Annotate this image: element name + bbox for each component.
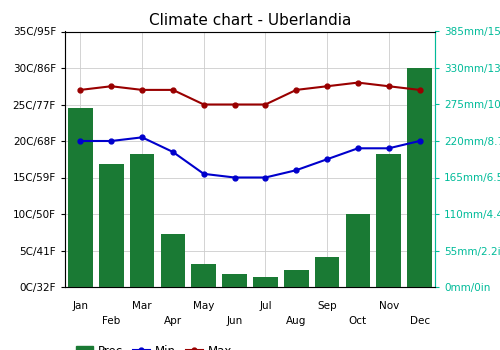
Bar: [68, 108, 93, 287]
Text: Nov: Nov: [378, 301, 399, 311]
Text: May: May: [193, 301, 214, 311]
Bar: [99, 164, 124, 287]
Title: Climate chart - Uberlandia: Climate chart - Uberlandia: [149, 13, 351, 28]
Bar: [284, 271, 308, 287]
Bar: [160, 234, 186, 287]
Bar: [130, 154, 154, 287]
Text: Jan: Jan: [72, 301, 88, 311]
Legend: Prec, Min, Max: Prec, Min, Max: [71, 341, 237, 350]
Bar: [346, 214, 370, 287]
Bar: [253, 277, 278, 287]
Text: Dec: Dec: [410, 316, 430, 327]
Bar: [315, 257, 340, 287]
Bar: [192, 264, 216, 287]
Text: Feb: Feb: [102, 316, 120, 327]
Text: Mar: Mar: [132, 301, 152, 311]
Bar: [376, 154, 401, 287]
Text: Apr: Apr: [164, 316, 182, 327]
Bar: [407, 68, 432, 287]
Text: Jun: Jun: [226, 316, 242, 327]
Text: Aug: Aug: [286, 316, 306, 327]
Text: Oct: Oct: [349, 316, 367, 327]
Text: Sep: Sep: [318, 301, 337, 311]
Bar: [222, 274, 247, 287]
Text: Jul: Jul: [259, 301, 272, 311]
